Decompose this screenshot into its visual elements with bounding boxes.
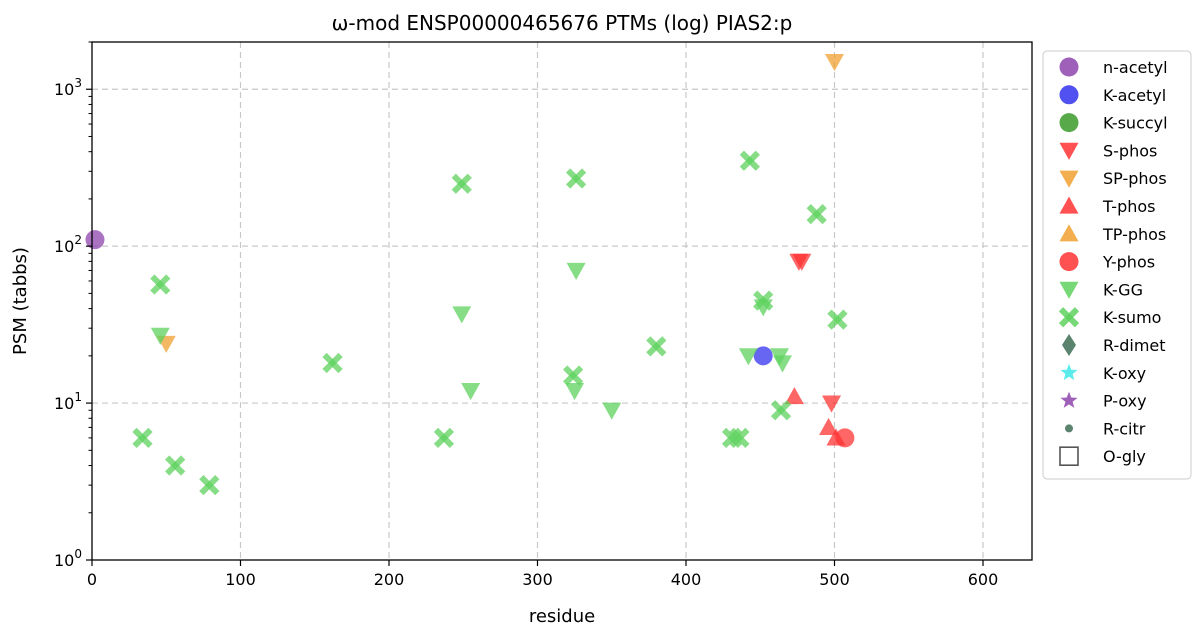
legend-marker-k-oxy: [1060, 363, 1078, 381]
point-s-phos: [822, 395, 842, 413]
point-k-sumo: [132, 427, 153, 449]
point-k-sumo: [322, 352, 343, 374]
point-k-gg: [602, 402, 622, 420]
legend-marker-o-gly: [1059, 446, 1079, 467]
point-k-sumo: [451, 173, 472, 194]
x-tick-label: 300: [522, 570, 553, 589]
legend-box: [1042, 50, 1192, 480]
y-tick-exp: 3: [74, 76, 82, 90]
point-k-gg: [565, 383, 585, 401]
y-tick-base: 10: [54, 80, 74, 99]
y-tick-base: 10: [54, 237, 74, 256]
y-tick-base: 10: [54, 394, 74, 413]
legend-label: T-phos: [1102, 197, 1156, 216]
y-tick-exp: 2: [74, 233, 82, 247]
x-tick-label: 100: [225, 570, 256, 589]
legend-marker-n-acetyl: [1059, 57, 1079, 77]
legend-label: R-citr: [1103, 419, 1146, 438]
legend-label: S-phos: [1103, 141, 1157, 160]
point-k-sumo: [433, 427, 455, 449]
y-axis-label: PSM (tabbs): [10, 247, 31, 355]
point-k-sumo: [150, 274, 171, 295]
point-k-gg: [738, 348, 758, 366]
point-k-gg: [773, 355, 793, 373]
y-tick-exp: 0: [74, 547, 82, 561]
legend-marker-k-succyl: [1059, 113, 1079, 133]
y-tick-label: 101: [54, 390, 82, 413]
x-tick-label: 0: [87, 570, 97, 589]
legend-label: K-oxy: [1103, 364, 1146, 383]
legend-marker-tp-phos: [1059, 224, 1079, 242]
point-k-sumo: [806, 204, 827, 225]
x-tick-label: 400: [671, 570, 702, 589]
legend-marker-k-sumo: [1058, 307, 1080, 328]
x-tick-label: 500: [819, 570, 850, 589]
legend-label: TP-phos: [1102, 225, 1166, 244]
point-k-sumo: [729, 427, 750, 449]
point-sp-phos: [824, 54, 844, 72]
point-k-sumo: [753, 290, 774, 311]
y-tick-exp: 1: [74, 390, 82, 404]
y-tick-base: 10: [54, 551, 74, 570]
legend: n-acetyl K-acetyl K-succyl S-phos SP-phos T-p…: [1042, 50, 1192, 480]
chart-title: ω-mod ENSP00000465676 PTMs (log) PIAS2:p: [332, 11, 793, 35]
point-k-gg: [461, 383, 481, 401]
x-tick-label: 600: [968, 570, 999, 589]
legend-marker-k-gg: [1059, 281, 1079, 299]
point-n-acetyl: [85, 230, 105, 250]
legend-label: SP-phos: [1103, 169, 1167, 188]
legend-marker-r-citr: [1065, 424, 1073, 433]
point-k-sumo: [165, 455, 186, 476]
point-k-sumo: [199, 475, 220, 496]
point-t-phos: [819, 417, 839, 435]
legend-label: Y-phos: [1102, 253, 1155, 272]
point-k-sumo: [739, 150, 760, 171]
legend-label: O-gly: [1103, 447, 1146, 466]
legend-label: K-acetyl: [1103, 86, 1166, 105]
grid-lines: [92, 42, 1032, 560]
x-tick-label: 200: [374, 570, 405, 589]
point-k-acetyl: [753, 346, 773, 366]
point-k-gg: [150, 327, 170, 345]
legend-label: R-dimet: [1103, 336, 1166, 355]
legend-marker-t-phos: [1059, 196, 1079, 214]
x-axis-ticks: 0 100 200 300 400 500 600: [87, 560, 998, 589]
legend-marker-y-phos: [1059, 252, 1079, 272]
point-y-phos: [835, 428, 855, 448]
x-axis-label: residue: [529, 606, 595, 627]
point-s-phos: [792, 253, 812, 271]
legend-marker-k-acetyl: [1059, 85, 1079, 105]
point-t-phos: [784, 387, 804, 405]
legend-label: n-acetyl: [1103, 58, 1168, 77]
legend-label: K-GG: [1103, 280, 1143, 299]
point-k-sumo: [770, 400, 792, 421]
y-tick-label: 102: [54, 233, 82, 256]
legend-label: K-succyl: [1103, 114, 1168, 133]
legend-marker-p-oxy: [1060, 391, 1078, 408]
legend-label: P-oxy: [1103, 392, 1147, 411]
point-k-sumo: [565, 168, 587, 189]
point-k-sumo: [827, 309, 848, 330]
legend-marker-r-dimet: [1062, 334, 1076, 356]
y-tick-label: 103: [54, 76, 82, 99]
plot-frame: [91, 41, 1033, 561]
point-k-gg: [452, 306, 472, 324]
data-points: [85, 54, 855, 496]
point-k-gg: [566, 262, 586, 280]
point-k-sumo: [646, 336, 667, 357]
y-tick-label: 100: [54, 547, 82, 570]
legend-marker-s-phos: [1059, 142, 1079, 160]
legend-label: K-sumo: [1103, 308, 1161, 327]
point-k-sumo: [563, 365, 584, 386]
legend-marker-sp-phos: [1059, 170, 1079, 188]
